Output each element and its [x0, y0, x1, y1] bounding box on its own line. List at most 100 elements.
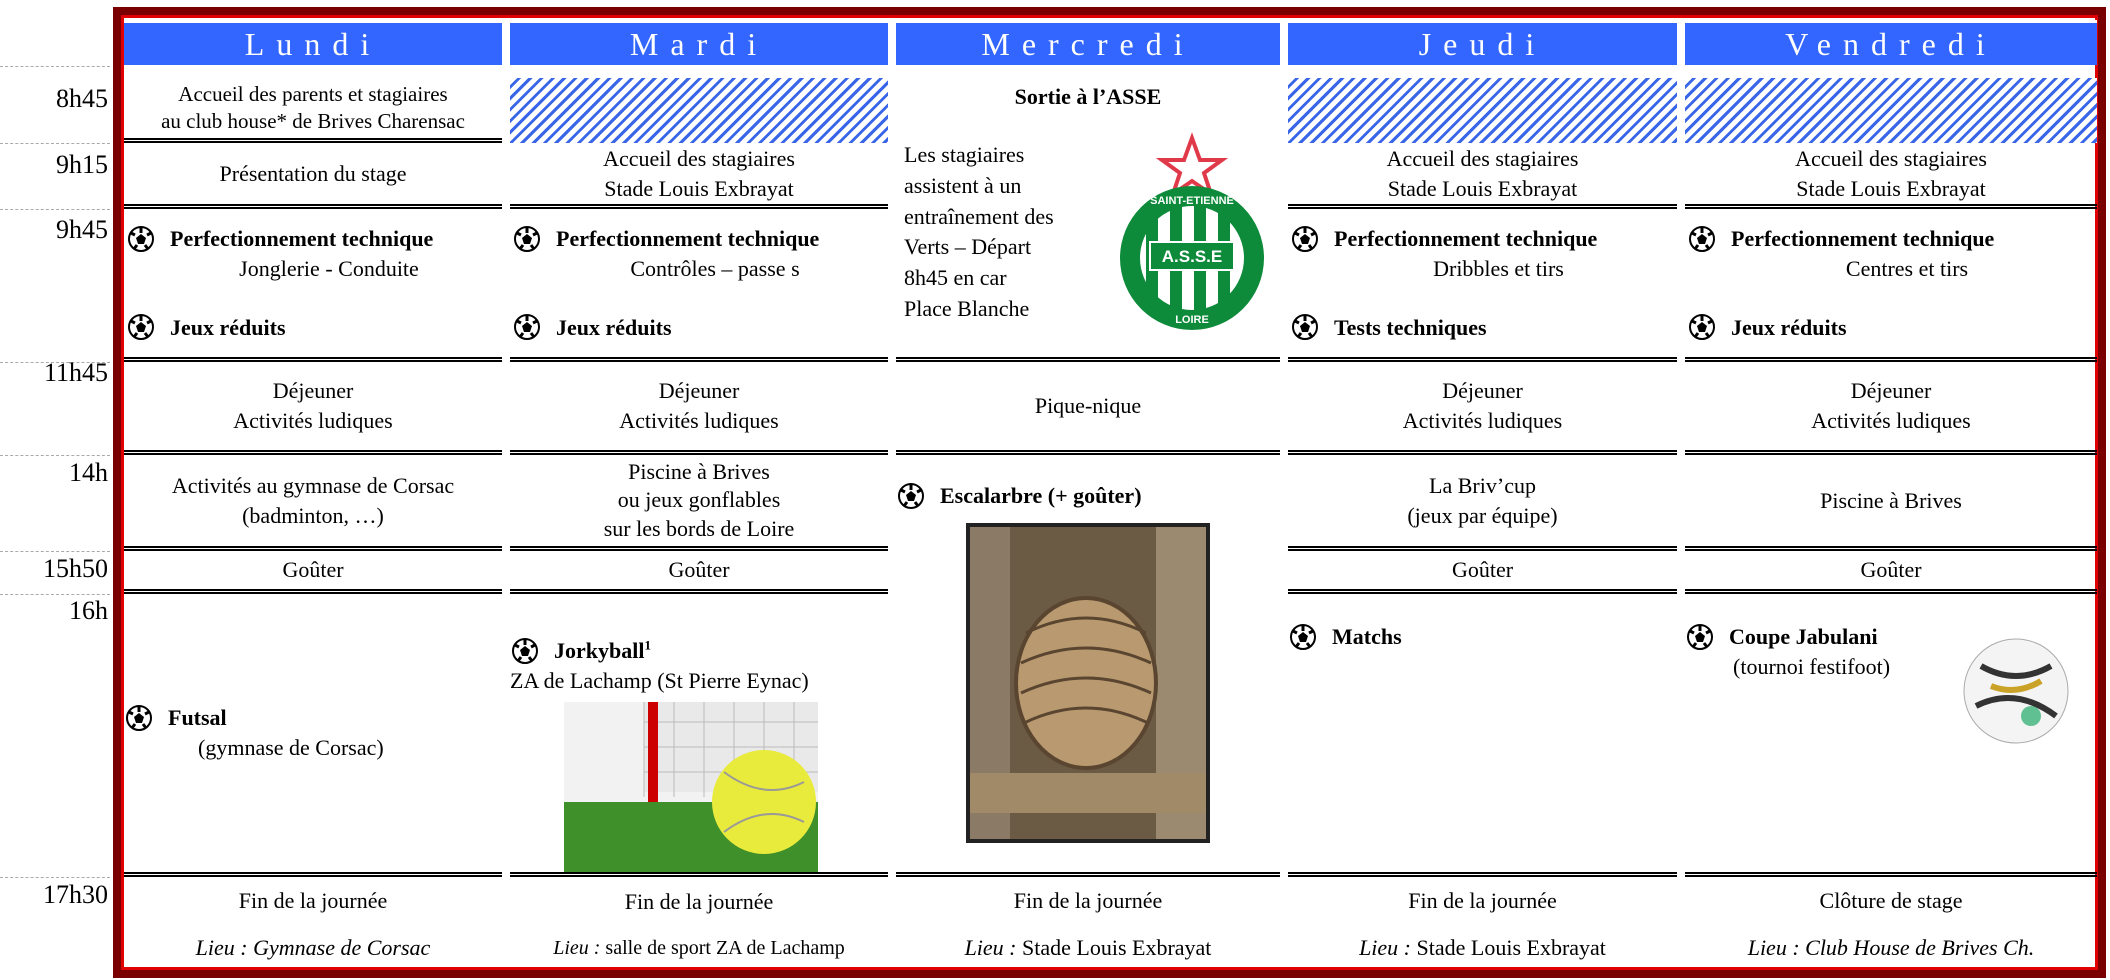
photo: [966, 523, 1210, 843]
day-header: Vendredi: [1685, 20, 2097, 65]
text: Verts – Départ: [904, 234, 1032, 260]
ball-icon: [126, 312, 156, 342]
time-label: 16h: [69, 596, 108, 625]
activity-title: Perfectionnement technique: [1334, 225, 1598, 251]
text: Activités au gymnase de Corsac: [171, 472, 455, 498]
text: entraînement des: [904, 203, 1054, 229]
ball-icon: [1687, 224, 1717, 254]
time-label: 8h45: [56, 84, 108, 113]
cell: Piscine à Brives ou jeux gonflables sur le…: [510, 455, 888, 551]
cell: Fin de la journée Lieu : Stade Louis Exbr…: [896, 877, 1280, 972]
text: Activités ludiques: [619, 408, 779, 433]
ball-icon: [1288, 622, 1318, 652]
text: Fin de la journée: [624, 888, 774, 914]
time-guide: [0, 551, 110, 552]
empty-slot: [1288, 78, 1677, 143]
text: au club house* de Brives Charensac: [161, 109, 465, 133]
text: Centres et tirs: [1845, 255, 1969, 281]
text: Place Blanche: [904, 295, 1030, 321]
logo-text: SAINT-ETIENNE: [1150, 195, 1234, 207]
empty-slot: [510, 78, 888, 143]
text: Accueil des parents et stagiaires: [178, 81, 448, 106]
cell: Perfectionnement technique Jonglerie - Co…: [124, 209, 502, 362]
text: Accueil des stagiaires: [603, 145, 795, 171]
text: Goûter: [668, 557, 730, 583]
cell: Goûter: [1288, 551, 1677, 594]
cell: Goûter: [510, 551, 888, 594]
cell: Perfectionnement technique Centres et tir…: [1685, 209, 2097, 362]
place: Lieu : Club House de Brives Ch.: [1747, 935, 2035, 961]
place: Lieu : Stade Louis Exbrayat: [1359, 933, 1606, 963]
time-guide: [0, 362, 110, 363]
cell: Goûter: [1685, 551, 2097, 594]
text: Stade Louis Exbrayat: [1387, 175, 1578, 201]
day-header: Jeudi: [1288, 20, 1677, 65]
logo-text: LOIRE: [1175, 314, 1209, 326]
time-guide: [0, 143, 110, 144]
time-guide: [0, 877, 110, 878]
text: Lieu :: [553, 937, 601, 960]
text: Fin de la journée: [238, 887, 388, 913]
text: ou jeux gonflables: [617, 487, 781, 513]
time-label: 11h45: [43, 358, 108, 387]
empty-slot: [1685, 78, 2097, 143]
activity-title: Matchs: [1332, 624, 1402, 650]
text: Les stagiaires: [904, 142, 1025, 167]
text: Fin de la journée: [1408, 887, 1557, 913]
cell: Matchs: [1288, 594, 1677, 877]
text: Pique-nique: [1034, 393, 1142, 419]
text: Goûter: [282, 557, 344, 583]
text: Contrôles – passe s: [630, 255, 800, 281]
cell: Fin de la journée Lieu : salle de sport Z…: [510, 877, 888, 972]
timetable: Lundi Mardi Mercredi Jeudi Vendredi Accu…: [124, 20, 2097, 972]
ball-icon: [896, 481, 926, 511]
time-label: 9h45: [56, 215, 108, 244]
text: Piscine à Brives: [628, 458, 770, 484]
ball-icon: [510, 636, 540, 666]
text: Piscine à Brives: [1820, 487, 1962, 513]
cell: Présentation du stage: [124, 143, 502, 209]
ball-photo: [1963, 638, 2069, 744]
time-guide: [0, 209, 110, 210]
activity-title: Perfectionnement technique: [556, 225, 820, 251]
activity-title: Perfectionnement technique: [170, 225, 434, 251]
text: Accueil des stagiaires: [1386, 145, 1579, 171]
text: Stade Louis Exbrayat: [604, 175, 794, 201]
cell: Déjeuner Activités ludiques: [1685, 362, 2097, 455]
text: Déjeuner: [272, 378, 354, 404]
activity-title: Jeux réduits: [556, 314, 672, 340]
cell: La Briv’cup (jeux par équipe): [1288, 455, 1677, 551]
cell: Déjeuner Activités ludiques: [124, 362, 502, 455]
time-guide: [0, 594, 110, 595]
ball-icon: [1290, 312, 1320, 342]
cell: Sortie à l’ASSE Les stagiaires assistent …: [896, 78, 1280, 362]
text: Déjeuner: [658, 378, 740, 404]
text: Dribbles et tirs: [1433, 255, 1564, 281]
activity-title: Perfectionnement technique: [1731, 225, 1995, 251]
cell: Activités au gymnase de Corsac (badminton…: [124, 455, 502, 551]
text: (gymnase de Corsac): [198, 735, 384, 761]
text: Déjeuner: [1442, 378, 1523, 404]
day-header: Lundi: [124, 20, 502, 65]
activity-title: Jorkyball1: [554, 636, 651, 666]
text: Clôture de stage: [1819, 887, 1963, 913]
cell: Escalarbre (+ goûter): [896, 455, 1280, 877]
text: Sortie à l’ASSE: [1014, 84, 1162, 109]
cell: Accueil des stagiaires Stade Louis Exbray…: [1288, 143, 1677, 209]
place: Lieu : Gymnase de Corsac: [195, 935, 431, 961]
logo-text: A.S.S.E: [1162, 247, 1222, 266]
footnote-mark: 1: [644, 638, 651, 654]
text: Goûter: [1451, 557, 1514, 583]
cell: Accueil des parents et stagiaires au club…: [124, 78, 502, 143]
text: sur les bords de Loire: [603, 515, 795, 541]
ball-icon: [512, 312, 542, 342]
cell: Accueil des stagiaires Stade Louis Exbray…: [510, 143, 888, 209]
time-guide: [0, 455, 110, 456]
activity-title: Tests techniques: [1334, 314, 1487, 340]
photo: [564, 702, 818, 872]
cell: Fin de la journée Lieu : Stade Louis Exbr…: [1288, 877, 1677, 972]
text: assistent à un: [904, 172, 1022, 198]
cell: Pique-nique: [896, 362, 1280, 455]
text: (jeux par équipe): [1407, 502, 1558, 528]
time-label: 14h: [69, 458, 108, 487]
